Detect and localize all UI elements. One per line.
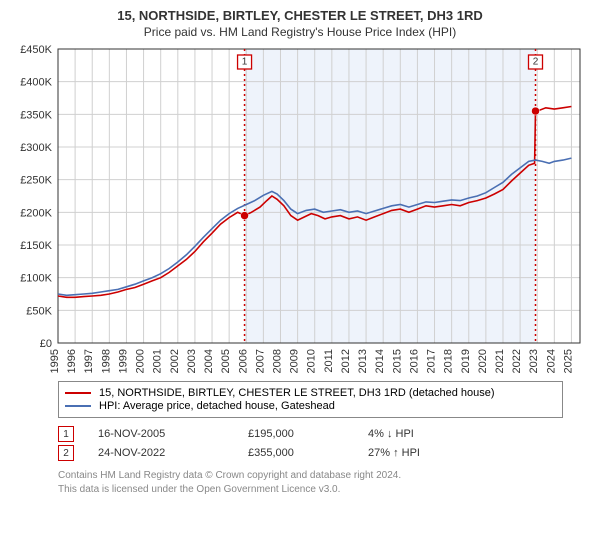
legend-item: HPI: Average price, detached house, Gate… [65, 400, 556, 412]
x-tick-label: 2006 [237, 349, 249, 373]
y-tick-label: £50K [26, 305, 52, 317]
x-tick-label: 2003 [186, 349, 198, 373]
footer-line-2: This data is licensed under the Open Gov… [58, 483, 590, 497]
event-badge: 2 [58, 445, 74, 461]
x-tick-label: 2011 [323, 349, 335, 373]
marker-dot [532, 107, 540, 115]
x-tick-label: 2014 [374, 349, 386, 373]
marker-dot [241, 212, 249, 220]
event-badge: 1 [58, 426, 74, 442]
x-tick-label: 1999 [117, 349, 129, 373]
event-row: 1 16-NOV-2005£195,0004% ↓ HPI [58, 426, 563, 442]
y-tick-label: £100K [20, 273, 52, 285]
event-delta: 4% ↓ HPI [368, 428, 488, 440]
y-tick-label: £250K [20, 175, 52, 187]
x-tick-label: 2001 [152, 349, 164, 373]
x-tick-label: 2024 [545, 349, 557, 373]
x-tick-label: 2009 [289, 349, 301, 373]
x-tick-label: 2015 [391, 349, 403, 373]
event-price: £195,000 [248, 428, 368, 440]
y-tick-label: £400K [20, 77, 52, 89]
x-tick-label: 2017 [426, 349, 438, 373]
x-tick-label: 2004 [203, 349, 215, 373]
x-tick-label: 2008 [271, 349, 283, 373]
event-date: 24-NOV-2022 [98, 447, 248, 459]
event-price: £355,000 [248, 447, 368, 459]
y-tick-label: £0 [40, 338, 52, 350]
legend-swatch [65, 405, 91, 407]
legend-label: 15, NORTHSIDE, BIRTLEY, CHESTER LE STREE… [99, 387, 495, 399]
x-tick-label: 2022 [511, 349, 523, 373]
x-tick-label: 2012 [340, 349, 352, 373]
event-date: 16-NOV-2005 [98, 428, 248, 440]
footer-line-1: Contains HM Land Registry data © Crown c… [58, 469, 590, 483]
legend-label: HPI: Average price, detached house, Gate… [99, 400, 335, 412]
x-tick-label: 2002 [169, 349, 181, 373]
chart-area: £0 £50K £100K £150K £200K £250K £300K £350K £400… [10, 45, 590, 375]
y-tick-label: £300K [20, 142, 52, 154]
x-tick-label: 2000 [135, 349, 147, 373]
x-tick-label: 1997 [83, 349, 95, 373]
marker-badge-text: 2 [533, 57, 539, 68]
legend-swatch [65, 392, 91, 394]
x-tick-label: 2005 [220, 349, 232, 373]
y-tick-label: £150K [20, 240, 52, 252]
event-table: 1 16-NOV-2005£195,0004% ↓ HPI 2 24-NOV-2022… [58, 426, 563, 461]
event-delta: 27% ↑ HPI [368, 447, 488, 459]
marker-badge-text: 1 [242, 57, 248, 68]
x-tick-label: 2018 [443, 349, 455, 373]
x-tick-label: 2010 [306, 349, 318, 373]
x-tick-label: 2016 [408, 349, 420, 373]
y-tick-label: £200K [20, 207, 52, 219]
y-tick-label: £450K [20, 45, 52, 56]
x-tick-label: 2013 [357, 349, 369, 373]
event-row: 2 24-NOV-2022£355,00027% ↑ HPI [58, 445, 563, 461]
legend-item: 15, NORTHSIDE, BIRTLEY, CHESTER LE STREE… [65, 387, 556, 399]
y-tick-label: £350K [20, 109, 52, 121]
footer-attribution: Contains HM Land Registry data © Crown c… [58, 469, 590, 496]
x-tick-label: 2019 [460, 349, 472, 373]
x-tick-label: 2025 [562, 349, 574, 373]
chart-subtitle: Price paid vs. HM Land Registry's House … [10, 25, 590, 39]
x-tick-label: 2023 [528, 349, 540, 373]
x-tick-label: 1996 [66, 349, 78, 373]
x-tick-label: 2007 [254, 349, 266, 373]
x-tick-label: 1998 [100, 349, 112, 373]
legend: 15, NORTHSIDE, BIRTLEY, CHESTER LE STREE… [58, 381, 563, 418]
x-tick-label: 2021 [494, 349, 506, 373]
chart-title: 15, NORTHSIDE, BIRTLEY, CHESTER LE STREE… [10, 8, 590, 23]
x-tick-label: 1995 [49, 349, 61, 373]
chart-svg: £0 £50K £100K £150K £200K £250K £300K £350K £400… [10, 45, 590, 375]
x-tick-label: 2020 [477, 349, 489, 373]
